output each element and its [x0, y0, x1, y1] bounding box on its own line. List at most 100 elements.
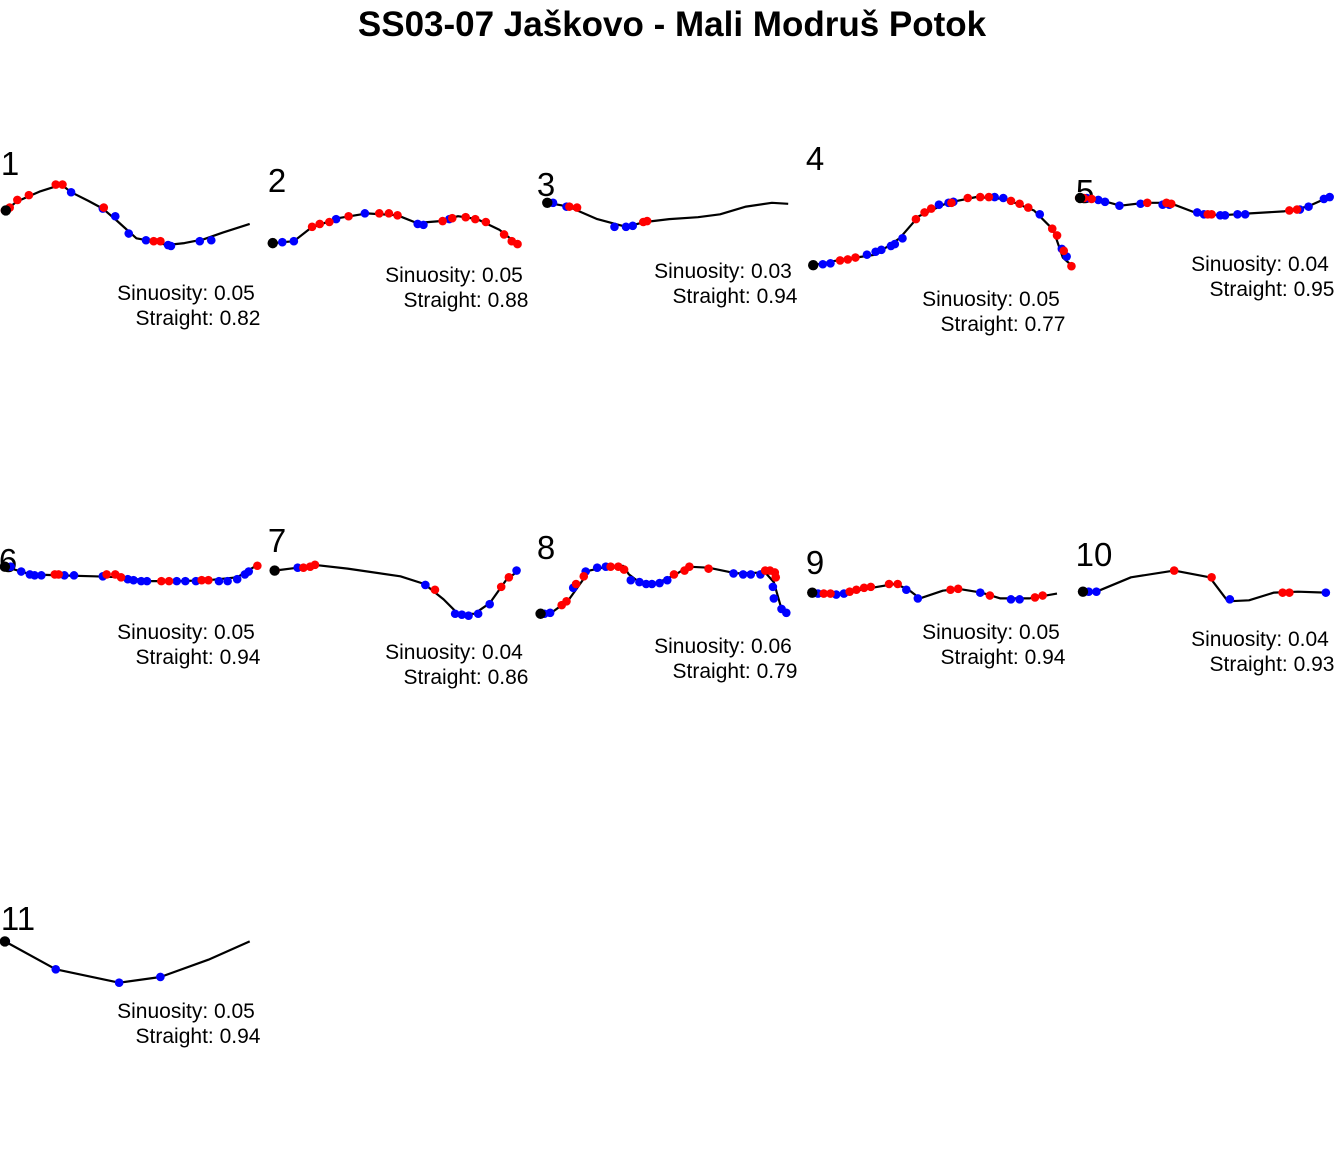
red-point [447, 213, 457, 223]
red-point [253, 561, 262, 571]
blue-point [1321, 588, 1331, 597]
red-point [24, 190, 34, 200]
start-point [0, 936, 11, 947]
blue-point [1015, 595, 1024, 604]
blue-point [934, 200, 944, 210]
blue-point [156, 972, 165, 982]
trajectory-line [272, 212, 520, 246]
blue-point [142, 576, 152, 586]
red-point [984, 192, 994, 202]
start-point [0, 205, 12, 216]
blue-point [998, 193, 1008, 203]
red-point [926, 204, 936, 213]
blue-point [124, 229, 134, 238]
red-point [642, 216, 652, 226]
straightness-label: Straight: 0.86 [404, 666, 529, 689]
red-point [911, 214, 921, 224]
blue-point [485, 599, 494, 609]
red-point [315, 219, 325, 229]
red-point [156, 236, 165, 246]
panel-number: 11 [1, 900, 35, 937]
blue-point [610, 222, 619, 232]
blue-point [195, 236, 205, 246]
red-point [102, 570, 111, 579]
red-point [513, 239, 522, 249]
red-point [1030, 593, 1040, 602]
red-point [58, 180, 67, 189]
blue-point [826, 258, 835, 268]
blue-point [1220, 210, 1230, 220]
panel-number: 4 [806, 140, 824, 177]
blue-point [69, 571, 79, 580]
panel-number: 2 [268, 162, 286, 199]
red-point [579, 572, 589, 581]
blue-point [818, 259, 828, 269]
blue-point [172, 576, 182, 586]
red-point [504, 572, 514, 582]
red-point [845, 587, 854, 596]
blue-point [278, 237, 287, 247]
red-point [571, 579, 581, 589]
panel-number: 1 [1, 145, 19, 182]
blue-point [331, 214, 341, 224]
red-point [975, 192, 985, 202]
red-point [13, 195, 22, 205]
red-point [835, 256, 845, 265]
blue-point [1225, 595, 1235, 604]
blue-point [223, 576, 232, 586]
red-point [1052, 231, 1062, 240]
red-point [204, 575, 213, 585]
blue-point [1006, 595, 1016, 604]
blue-point [232, 574, 242, 584]
red-point [851, 253, 860, 262]
blue-point [289, 236, 299, 246]
red-point [197, 575, 206, 585]
blue-point [512, 566, 521, 575]
straightness-label: Straight: 0.82 [136, 307, 261, 330]
red-point [1023, 203, 1033, 212]
blue-point [1233, 210, 1242, 219]
start-point [808, 260, 819, 271]
red-point [1207, 572, 1216, 582]
start-point [1077, 586, 1089, 597]
red-point [884, 579, 894, 589]
sinuosity-label: Sinuosity: 0.05 [117, 621, 255, 644]
blue-point [30, 571, 39, 580]
red-point [51, 180, 61, 189]
start-point [542, 197, 553, 208]
blue-point [37, 571, 46, 580]
red-point [481, 217, 491, 227]
blue-point [457, 610, 467, 620]
blue-point [592, 563, 602, 572]
blue-point [114, 978, 124, 988]
red-point [299, 563, 308, 572]
red-point [565, 202, 574, 211]
straightness-label: Straight: 0.94 [941, 646, 1066, 669]
blue-point [16, 567, 26, 576]
blue-point [545, 608, 555, 618]
panel-number: 10 [1076, 536, 1113, 573]
sinuosity-label: Sinuosity: 0.05 [117, 282, 255, 305]
red-point [826, 589, 835, 598]
red-point [496, 582, 506, 592]
red-point [852, 585, 861, 595]
red-point [344, 211, 353, 221]
blue-point [729, 569, 738, 578]
blue-point [464, 611, 473, 620]
red-point [1047, 224, 1057, 234]
blue-point [473, 609, 483, 619]
red-point [1142, 198, 1152, 208]
red-point [619, 565, 629, 574]
sinuosity-label: Sinuosity: 0.05 [117, 1000, 255, 1023]
straightness-label: Straight: 0.79 [673, 660, 798, 683]
chart-title: SS03-07 Jaškovo - Mali Modruš Potok [358, 5, 987, 44]
